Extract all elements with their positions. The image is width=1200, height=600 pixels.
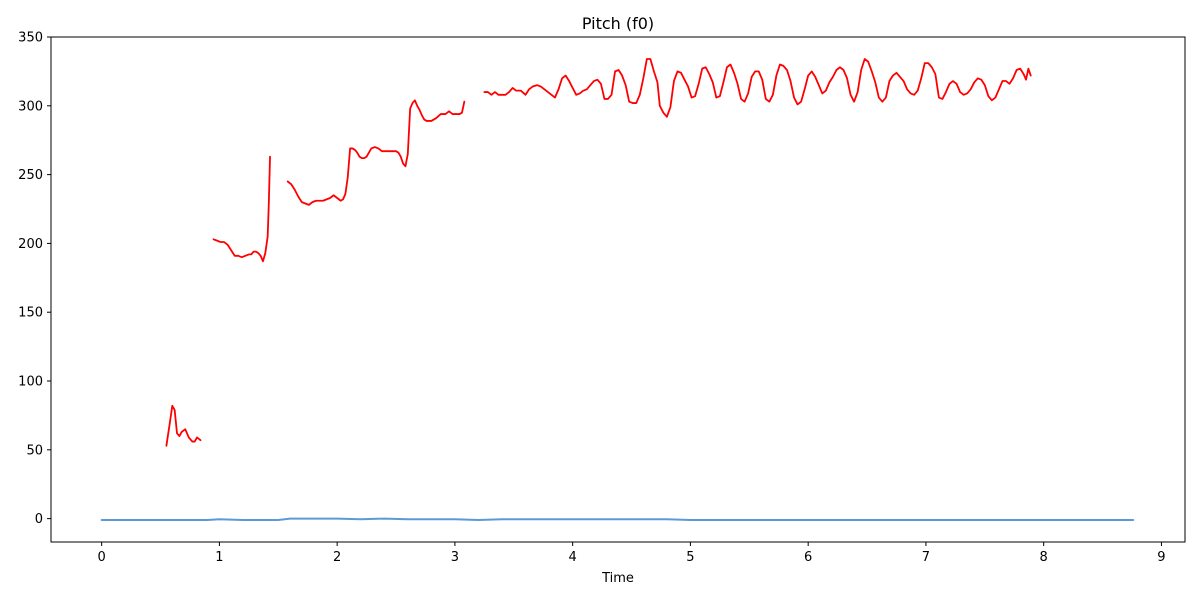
x-tick-label: 0 [97, 550, 105, 565]
x-axis-label: Time [601, 571, 634, 586]
y-tick-label: 100 [18, 375, 43, 390]
y-tick-label: 250 [18, 168, 43, 183]
y-tick-label: 50 [26, 443, 43, 458]
series-0-line-segment-2 [286, 99, 466, 206]
x-axis: 0 1 2 3 4 5 6 7 8 9 [97, 542, 1166, 565]
x-tick-label: 9 [1157, 550, 1165, 565]
x-tick-label: 5 [686, 550, 694, 565]
x-tick-label: 1 [215, 550, 223, 565]
y-axis: 0 50 100 150 200 250 300 350 [18, 31, 51, 527]
x-tick-label: 3 [451, 550, 459, 565]
chart-title: Pitch (f0) [582, 14, 654, 33]
series-0-line-segment-0 [165, 404, 202, 447]
y-tick-label: 350 [18, 31, 43, 46]
y-tick-label: 150 [18, 306, 43, 321]
plot-frame [50, 36, 1186, 543]
x-tick-label: 6 [804, 550, 812, 565]
series-0-line-segment-3 [483, 58, 1032, 118]
x-tick-label: 7 [922, 550, 930, 565]
series-1-line-segment-0 [100, 517, 1135, 521]
series-0-line-segment-1 [212, 155, 271, 263]
y-tick-label: 300 [18, 99, 43, 114]
series-layer [100, 58, 1135, 521]
x-tick-label: 2 [333, 550, 341, 565]
x-tick-label: 4 [569, 550, 577, 565]
y-tick-label: 0 [35, 512, 43, 527]
y-tick-label: 200 [18, 237, 43, 252]
x-tick-label: 8 [1040, 550, 1048, 565]
